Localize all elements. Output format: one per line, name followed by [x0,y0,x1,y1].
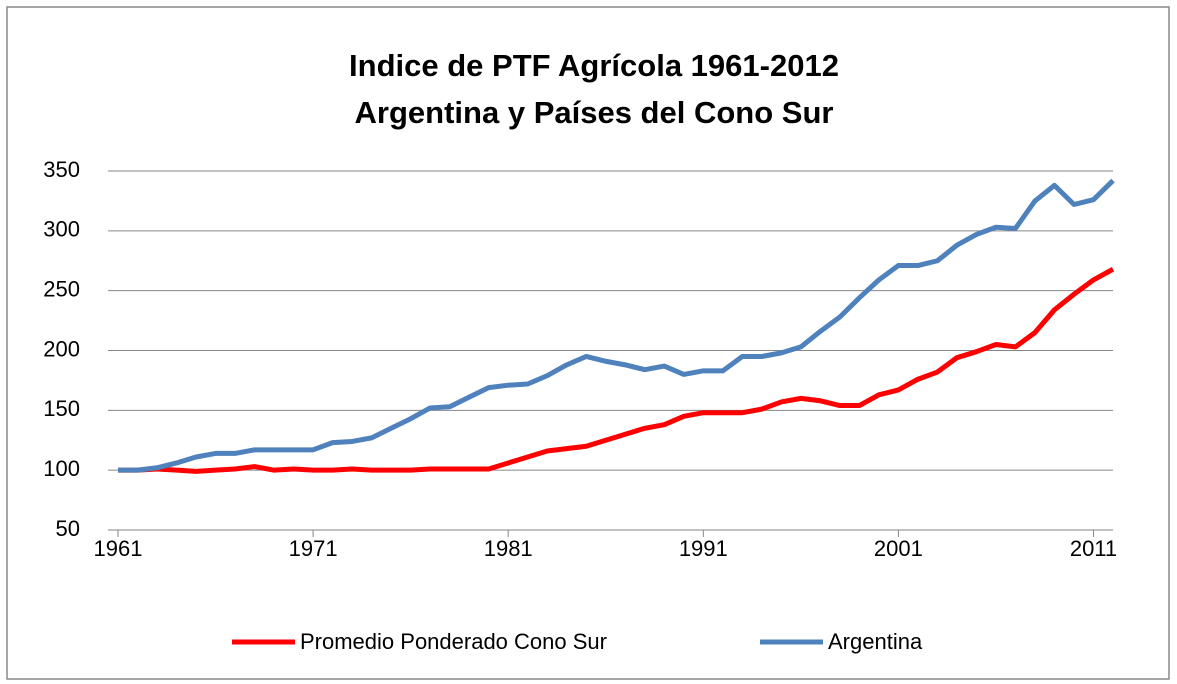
y-tick-label: 100 [43,456,80,481]
x-tick-label: 1971 [289,536,338,561]
chart-border [6,6,1170,680]
y-tick-label: 350 [43,157,80,182]
y-tick-label: 150 [43,396,80,421]
series-line [118,266,1115,474]
x-tick-label: 2001 [874,536,923,561]
y-tick-label: 250 [43,276,80,301]
x-tick-label: 1961 [94,536,143,561]
chart-subtitle: Argentina y Países del Cono Sur [355,95,834,130]
x-tick-label: 2011 [1070,536,1117,561]
x-tick-label: 1981 [484,536,533,561]
legend-label: Promedio Ponderado Cono Sur [300,629,607,654]
legend-label: Argentina [828,629,923,654]
series-line [118,178,1115,473]
chart-title: Indice de PTF Agrícola 1961-2012 [349,48,839,83]
y-tick-label: 300 [43,217,80,242]
y-tick-label: 200 [43,336,80,361]
x-tick-label: 1991 [679,536,728,561]
y-tick-label: 50 [56,516,80,541]
